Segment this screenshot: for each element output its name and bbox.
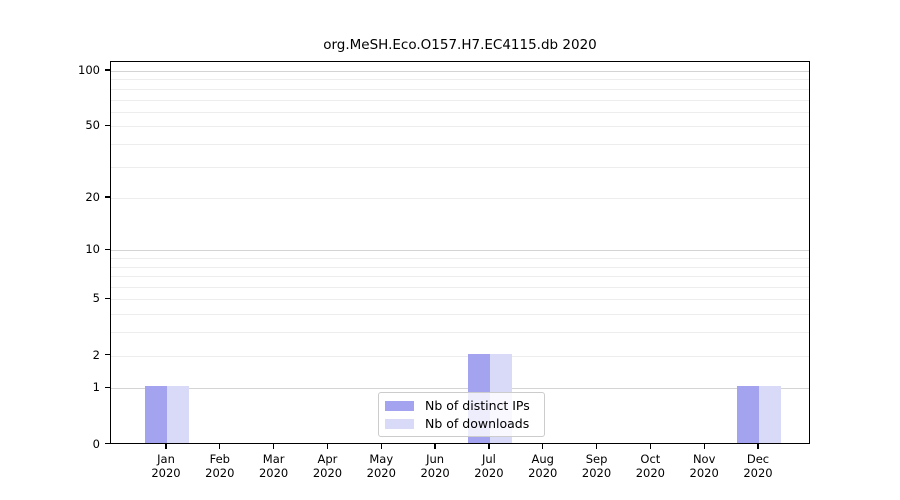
minor-gridline [111,88,809,90]
minor-gridline [111,99,809,101]
x-tick-label: May 2020 [366,451,396,480]
minor-gridline [111,332,809,334]
minor-gridline [111,276,809,278]
x-tick-label: Oct 2020 [635,451,665,480]
x-tick [595,443,598,449]
minor-gridline [111,111,809,113]
x-tick [380,443,382,449]
y-tick-label: 2 [92,347,100,362]
legend-label: Nb of downloads [425,416,530,431]
x-tick [165,443,167,449]
x-tick [272,443,275,449]
minor-gridline [111,355,809,357]
y-tick-label: 0 [92,436,100,451]
minor-gridline [111,258,809,260]
x-tick-label: Nov 2020 [689,451,719,480]
bar-downloads [759,386,781,443]
distinct-ips-swatch [385,400,414,411]
minor-gridline [111,126,809,128]
minor-gridline [111,287,809,289]
bar-distinct-ips [737,386,759,443]
bar-downloads [167,386,189,443]
minor-gridline [111,143,809,145]
x-tick-label: Sep 2020 [581,451,612,480]
minor-gridline [111,299,809,301]
y-tick [105,196,110,198]
x-tick [488,443,490,449]
major-gridline [111,388,809,390]
y-tick [105,69,110,71]
plot-area [110,61,810,444]
y-tick [105,248,110,251]
minor-gridline [111,79,809,81]
y-tick-label: 100 [78,63,100,77]
bar-distinct-ips [145,386,167,443]
minor-gridline [111,198,809,200]
y-tick [105,442,110,445]
x-tick-label: Mar 2020 [258,451,289,480]
x-tick-label: Aug 2020 [528,451,558,480]
x-tick [542,443,544,449]
y-tick-label: 50 [85,118,100,133]
x-tick-label: Feb 2020 [205,451,235,480]
y-tick-label: 5 [92,291,100,306]
downloads-swatch [385,418,414,429]
y-tick [105,353,110,356]
x-tick-label: Apr 2020 [312,451,343,480]
x-tick-label: Jul 2020 [474,451,504,480]
y-tick [105,386,110,389]
legend-entry: Nb of downloads [385,416,538,431]
x-tick-label: Jun 2020 [420,451,450,480]
major-gridline [111,250,809,252]
y-tick [105,297,110,300]
x-tick [434,443,436,449]
x-tick [326,443,329,449]
x-tick [703,443,705,449]
legend-label: Nb of distinct IPs [425,398,530,413]
x-tick-label: Jan 2020 [151,451,181,480]
x-tick [649,443,651,449]
chart-title: org.MeSH.Eco.O157.H7.EC4115.db 2020 [323,37,597,53]
legend-entry: Nb of distinct IPs [385,398,538,413]
x-tick [757,443,759,449]
x-tick-label: Dec 2020 [743,451,773,480]
y-tick-label: 20 [85,190,100,205]
y-tick-label: 10 [85,242,100,257]
x-tick [219,443,221,449]
major-gridline [111,71,809,72]
minor-gridline [111,166,809,168]
minor-gridline [111,266,809,268]
y-tick-label: 1 [92,380,100,395]
legend: Nb of distinct IPs Nb of downloads [378,392,545,437]
minor-gridline [111,314,809,316]
y-tick [105,124,110,126]
